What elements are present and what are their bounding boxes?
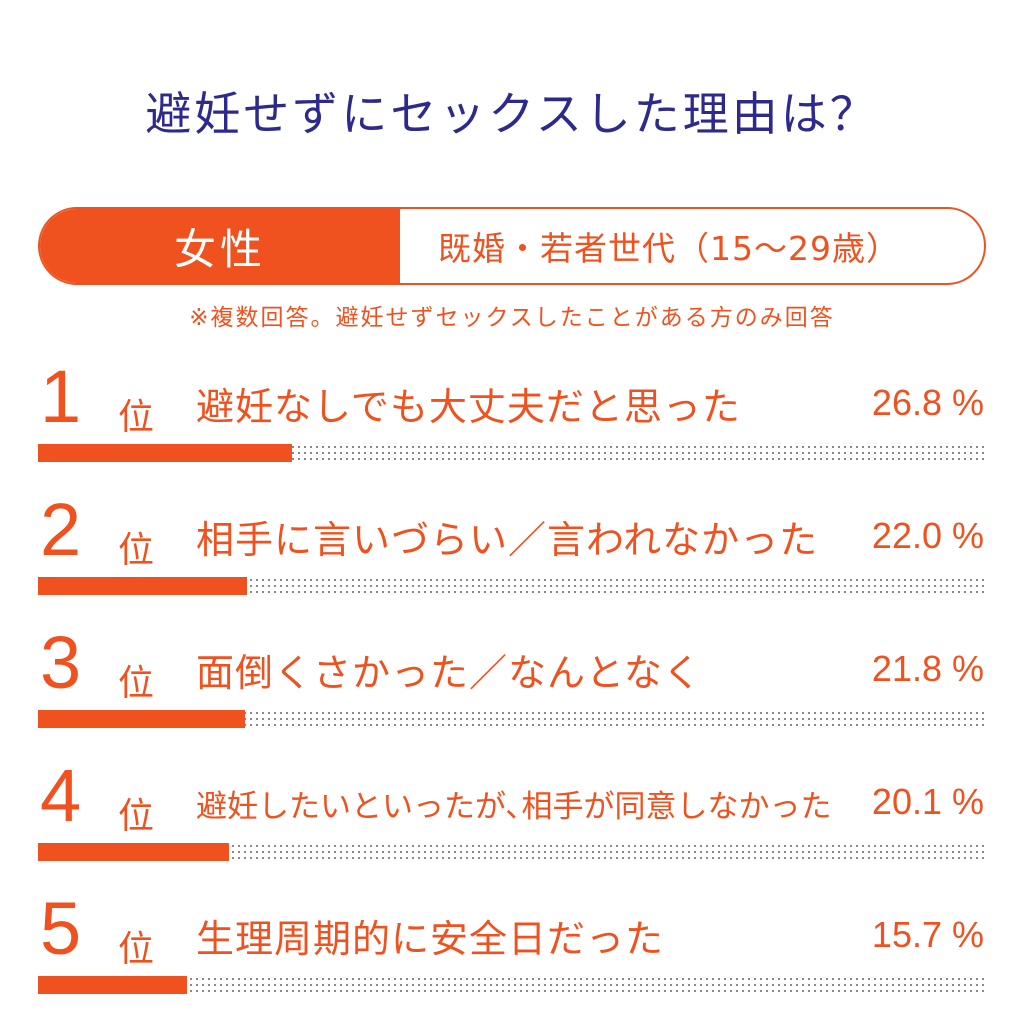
bar-track xyxy=(38,843,986,861)
percent-value: 22.0 % xyxy=(871,515,984,556)
ranking-row: 4 位避妊したいといったが､相手が同意しなかった 20.1 % xyxy=(38,759,986,869)
ranking-row: 1 位避妊なしでも大丈夫だと思った 26.8 % xyxy=(38,360,986,470)
reason-label: 避妊したいといったが､相手が同意しなかった xyxy=(196,789,832,825)
data-bar xyxy=(38,843,229,861)
data-bar xyxy=(38,444,292,462)
rank-unit-label: 位 xyxy=(118,530,155,571)
rank-number: 2 xyxy=(40,488,82,571)
segment-banner: 女性 既婚・若者世代（15〜29歳） xyxy=(38,207,986,285)
ranking-row: 3 位面倒くさかった／なんとなく 21.8 % xyxy=(38,626,986,736)
rank-number: 5 xyxy=(40,887,82,970)
group-label: 既婚・若者世代（15〜29歳） xyxy=(438,229,900,268)
rank-number: 1 xyxy=(40,355,82,438)
reason-label: 面倒くさかった／なんとなく xyxy=(196,651,702,695)
percent-value: 15.7 % xyxy=(871,914,984,955)
data-bar xyxy=(38,976,187,994)
rank-unit-label: 位 xyxy=(118,663,155,704)
gender-label: 女性 xyxy=(40,209,400,283)
rank-number: 4 xyxy=(40,754,82,837)
bar-track xyxy=(38,976,986,994)
bar-track xyxy=(38,577,986,595)
data-bar xyxy=(38,577,247,595)
data-bar xyxy=(38,710,245,728)
rank-number: 3 xyxy=(40,621,82,704)
ranking-row: 5 位生理周期的に安全日だった 15.7 % xyxy=(38,892,986,1002)
reason-label: 相手に言いづらい／言われなかった xyxy=(196,518,819,562)
percent-value: 26.8 % xyxy=(871,382,984,423)
chart-title: 避妊せずにセックスした理由は？ xyxy=(145,87,879,141)
percent-value: 20.1 % xyxy=(871,781,984,822)
reason-label: 避妊なしでも大丈夫だと思った xyxy=(196,385,741,429)
rank-unit-label: 位 xyxy=(118,929,155,970)
ranking-row: 2 位相手に言いづらい／言われなかった 22.0 % xyxy=(38,493,986,603)
bar-track xyxy=(38,710,986,728)
rank-unit-label: 位 xyxy=(118,397,155,438)
rank-unit-label: 位 xyxy=(118,796,155,837)
survey-note: ※複数回答。避妊せずセックスしたことがある方のみ回答 xyxy=(189,305,835,331)
reason-label: 生理周期的に安全日だった xyxy=(196,917,665,961)
percent-value: 21.8 % xyxy=(871,648,984,689)
